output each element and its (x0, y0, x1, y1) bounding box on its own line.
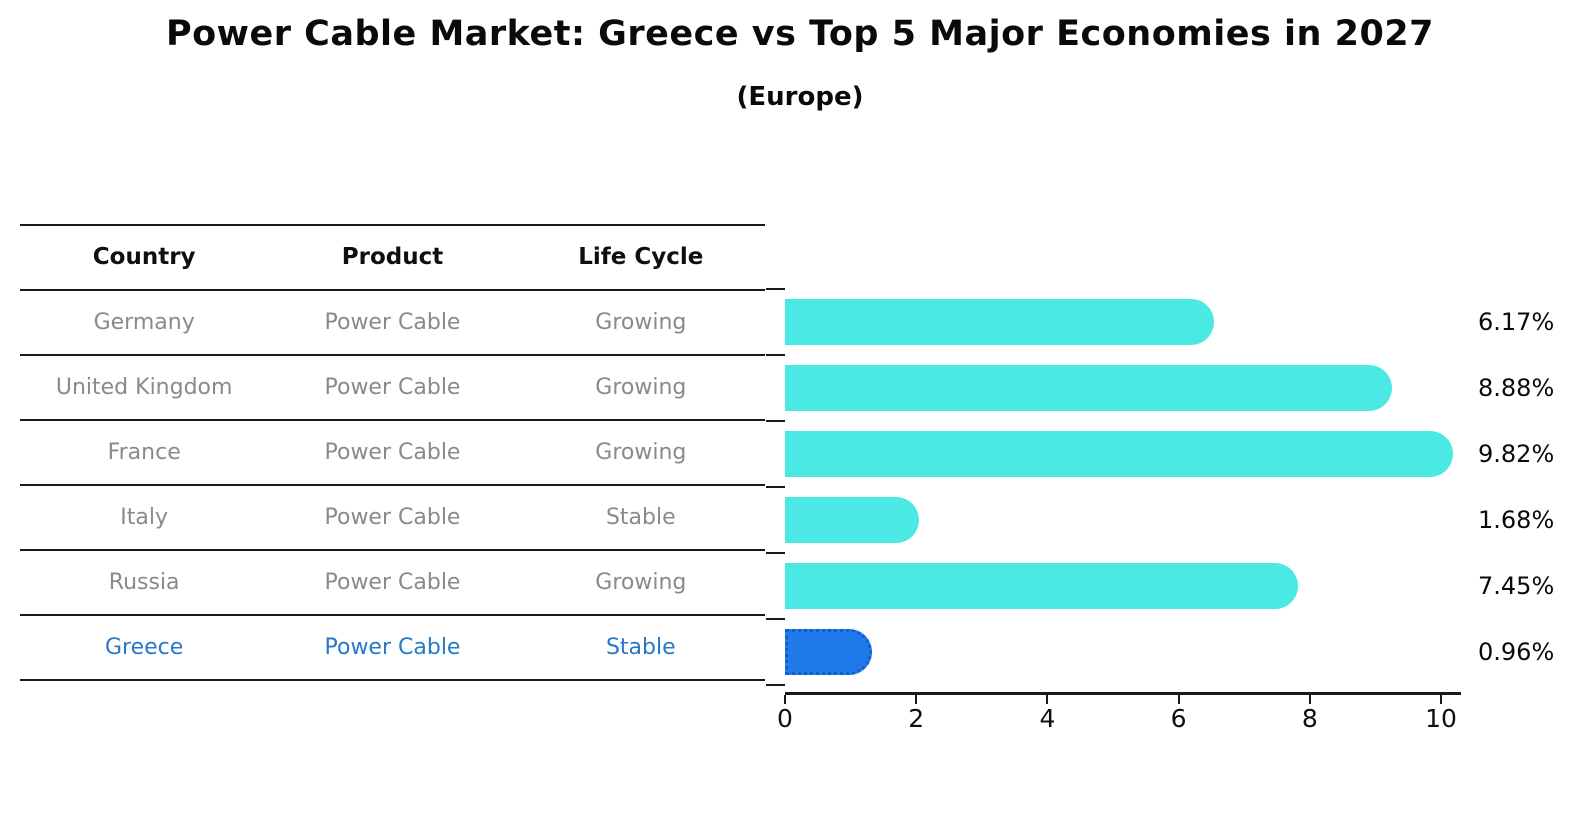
table-row: France Power Cable Growing (20, 421, 765, 486)
cell-product: Power Cable (324, 310, 461, 335)
x-tick-label: 0 (777, 704, 793, 733)
table-body: Germany Power Cable Growing United Kingdom P… (20, 291, 765, 681)
x-tick (1046, 695, 1049, 704)
country-table: Country Product Life Cycle Germany Power … (20, 224, 765, 681)
cell-country: Germany (93, 310, 195, 335)
cell-life-cycle: Stable (605, 635, 676, 660)
table-row: Greece Power Cable Stable (20, 616, 765, 681)
table-row: United Kingdom Power Cable Growing (20, 356, 765, 421)
cell-product: Power Cable (324, 635, 461, 660)
x-tick-label: 6 (1170, 704, 1187, 733)
x-tick-label: 2 (908, 704, 925, 733)
cell-product: Power Cable (324, 570, 461, 595)
table-row: Russia Power Cable Growing (20, 551, 765, 616)
bar-greece (785, 629, 872, 675)
cell-country: United Kingdom (55, 375, 233, 400)
column-header-product: Product (341, 244, 444, 270)
value-label: 9.82% (1478, 440, 1555, 468)
bar-united-kingdom (785, 365, 1392, 411)
x-tick-label: 4 (1039, 704, 1056, 733)
x-tick-label: 10 (1425, 704, 1457, 733)
x-axis-line (785, 692, 1461, 695)
x-tick (1308, 695, 1311, 704)
table-row: Italy Power Cable Stable (20, 486, 765, 551)
value-label: 0.96% (1478, 638, 1555, 666)
column-header-country: Country (92, 244, 196, 270)
table-header-row: Country Product Life Cycle (20, 226, 765, 291)
y-tick (766, 486, 785, 488)
cell-product: Power Cable (324, 375, 461, 400)
cell-life-cycle: Growing (595, 310, 687, 335)
value-label: 8.88% (1478, 374, 1555, 402)
y-tick (766, 684, 785, 686)
bar-italy (785, 497, 920, 543)
cell-product: Power Cable (324, 505, 461, 530)
bar-russia (785, 563, 1298, 609)
bar-france (785, 431, 1454, 477)
x-tick (1440, 695, 1442, 704)
table-row: Germany Power Cable Growing (20, 291, 765, 356)
chart-subtitle: (Europe) (736, 82, 864, 112)
column-header-life-cycle: Life Cycle (578, 244, 704, 270)
x-tick-label: 8 (1301, 704, 1318, 733)
y-tick (766, 354, 785, 356)
y-tick (766, 618, 785, 620)
cell-country: Greece (105, 635, 184, 660)
cell-life-cycle: Growing (595, 440, 687, 465)
x-tick (784, 695, 786, 704)
cell-life-cycle: Growing (595, 375, 687, 400)
cell-life-cycle: Growing (595, 570, 687, 595)
x-tick (1177, 695, 1180, 704)
y-tick (766, 552, 785, 554)
cell-country: Italy (120, 505, 169, 530)
cell-country: France (107, 440, 181, 465)
y-tick (766, 288, 785, 290)
value-label: 7.45% (1478, 572, 1555, 600)
bar-germany (785, 299, 1214, 345)
x-tick (915, 695, 918, 704)
value-label: 6.17% (1478, 308, 1555, 336)
cell-product: Power Cable (324, 440, 461, 465)
chart-title: Power Cable Market: Greece vs Top 5 Majo… (165, 14, 1435, 54)
cell-life-cycle: Stable (605, 505, 676, 530)
cell-country: Russia (108, 570, 180, 595)
y-tick (766, 420, 785, 422)
value-label: 1.68% (1478, 506, 1555, 534)
